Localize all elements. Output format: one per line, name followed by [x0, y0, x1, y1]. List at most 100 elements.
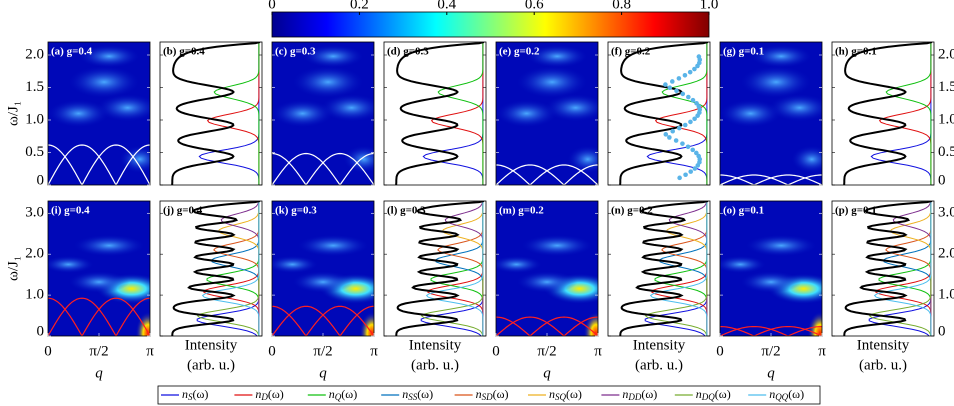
- heatmap-blob: [516, 271, 578, 293]
- experiment-point: [696, 54, 702, 59]
- x-tick-label: π/2: [313, 343, 332, 359]
- panel-label: (j) g=0.4: [163, 205, 203, 217]
- legend-entry: nSQ(ω): [549, 387, 582, 402]
- panel-content: [384, 42, 486, 185]
- y-tick-label-right: 1.0: [938, 111, 954, 127]
- panel-frame: [383, 41, 487, 186]
- y-axis-label: ω/J₁: [5, 101, 21, 126]
- spectrum-component: [213, 42, 260, 185]
- experiment-point: [673, 138, 679, 143]
- dispersion-curve: [720, 174, 822, 185]
- heatmap-blob: [526, 44, 588, 68]
- heatmap-blob: [48, 255, 94, 274]
- y-tick-label: 1.0: [25, 111, 44, 127]
- legend-entry: nDD(ω): [622, 387, 657, 402]
- experiment-point: [696, 153, 702, 159]
- colorbar-tick-label: 0.2: [350, 0, 369, 12]
- x-tick-label: 0: [44, 343, 52, 359]
- panel-label: (d) g=0.3: [387, 46, 429, 58]
- dispersion-curve: [496, 316, 598, 336]
- heatmap-blob: [320, 94, 374, 122]
- experiment-point: [692, 66, 697, 72]
- experiment-point: [670, 79, 675, 84]
- heatmap-blob: [292, 66, 364, 99]
- panel-content: [160, 42, 262, 185]
- y-tick-label-right: 0: [938, 172, 946, 188]
- heatmap-blob: [740, 271, 802, 293]
- x-tick-label: 0: [492, 343, 500, 359]
- y-tick-label-right: 1.5: [938, 79, 954, 95]
- panel-label: (b) g=0.4: [163, 46, 205, 58]
- colorbar-tick-label: 0.8: [612, 0, 631, 12]
- experiment-point: [688, 119, 693, 125]
- panel-frame: [831, 200, 935, 337]
- spectrum-component: [661, 42, 708, 185]
- legend-entry: nQ(ω): [329, 387, 357, 402]
- panel-content: [832, 42, 934, 185]
- panel-label: (k) g=0.3: [275, 205, 317, 217]
- x-tick-label: π/2: [89, 343, 108, 359]
- spectrum-total: [619, 42, 709, 185]
- panel-frame: [719, 41, 823, 186]
- heatmap-blob: [272, 255, 318, 274]
- heatmap-blob: [359, 311, 374, 336]
- legend-entry: nD(ω): [255, 387, 283, 402]
- panel-label: (i) g=0.4: [51, 205, 90, 217]
- spectrum-component: [649, 201, 708, 336]
- experiment-point: [680, 141, 685, 146]
- x-tick-label: π: [818, 343, 826, 359]
- spectrum-panel: (p) g=0.1: [831, 200, 935, 337]
- spectrum-component: [201, 201, 260, 336]
- heatmap-panel: (m) g=0.2: [495, 200, 599, 337]
- x-axis-label: (arb. u.): [635, 357, 683, 373]
- heatmap-blob: [521, 234, 593, 257]
- experiment-point: [694, 150, 699, 156]
- dispersion-curve: [272, 152, 374, 185]
- spectrum-component: [873, 201, 932, 336]
- x-axis-label: (arb. u.): [411, 357, 459, 373]
- heatmap-blob: [297, 234, 369, 257]
- panel-label: (a) g=0.4: [51, 46, 93, 58]
- spectrum-panel: (l) g=0.3: [383, 200, 487, 337]
- panel-label: (l) g=0.3: [387, 205, 426, 217]
- x-axis-label: q: [543, 365, 551, 381]
- panel-frame: [383, 200, 487, 337]
- x-tick-label: π: [594, 343, 602, 359]
- dispersion-curve: [720, 326, 822, 336]
- panel-content: [496, 201, 598, 336]
- dispersion-curve: [48, 144, 150, 185]
- panel-frame: [831, 41, 935, 186]
- y-tick-label-right: 3.0: [938, 205, 954, 221]
- x-axis-label: Intensity: [185, 337, 238, 353]
- heatmap-blob: [720, 99, 782, 128]
- panel-content: [720, 201, 822, 336]
- panel-label: (g) g=0.1: [723, 46, 764, 58]
- x-tick-label: π: [370, 343, 378, 359]
- panel-content: [832, 201, 934, 336]
- heatmap-blob: [68, 271, 130, 293]
- x-tick-label: π/2: [761, 343, 780, 359]
- legend-entry: nS(ω): [182, 387, 208, 402]
- panel-content: [608, 201, 710, 336]
- spectrum-component: [885, 42, 932, 185]
- heatmap-panel: (g) g=0.1: [719, 41, 823, 186]
- x-axis-label: q: [319, 365, 327, 381]
- y-axis-label: ω/J₁: [5, 256, 21, 281]
- spectrum-total: [843, 201, 933, 336]
- x-tick-label: 0: [716, 343, 724, 359]
- y-tick-label-right: 0.5: [938, 144, 954, 160]
- panel-frame: [495, 41, 599, 186]
- heatmap-blob: [48, 99, 110, 128]
- y-tick-label-right: 0: [938, 323, 946, 339]
- legend-entry: nSS(ω): [402, 387, 433, 402]
- experiment-point: [694, 100, 699, 106]
- colorbar-tick-label: 0: [268, 0, 276, 12]
- y-tick-label: 0: [37, 323, 45, 339]
- y-tick-label-right: 2.0: [938, 246, 954, 262]
- x-tick-label: π/2: [537, 343, 556, 359]
- spectrum-total: [619, 201, 709, 336]
- heatmap-blob: [292, 271, 354, 293]
- x-axis-label: Intensity: [857, 337, 910, 353]
- spectrum-total: [843, 42, 933, 185]
- spectrum-panel: (d) g=0.3: [383, 41, 487, 186]
